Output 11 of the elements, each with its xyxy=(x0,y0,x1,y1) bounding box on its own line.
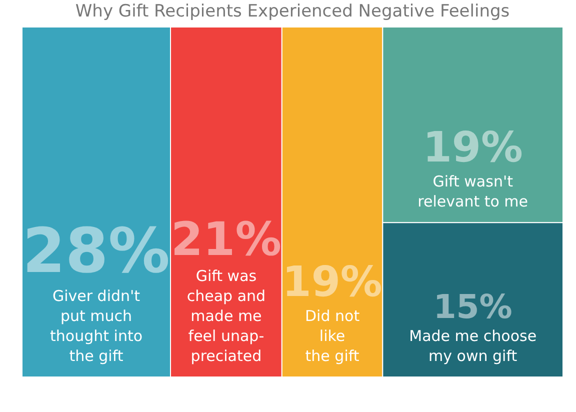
category-label: Gift was cheap and made me feel unap- preciated xyxy=(186,267,266,365)
category-label: Giver didn't put much thought into the gift xyxy=(50,287,142,365)
data-label: 21% xyxy=(170,212,282,266)
data-label: 19% xyxy=(422,122,523,172)
text: Why Gift Recipients Experienced Negative Feelings xyxy=(75,2,510,22)
data-label: 19% xyxy=(282,257,382,306)
category-label: Did not like the gift xyxy=(304,307,360,365)
data-label: 28% xyxy=(22,215,170,287)
category-label: Made me choose my own gift xyxy=(409,327,537,365)
data-label: 15% xyxy=(433,287,512,326)
category-label: Gift wasn't relevant to me xyxy=(418,172,528,211)
